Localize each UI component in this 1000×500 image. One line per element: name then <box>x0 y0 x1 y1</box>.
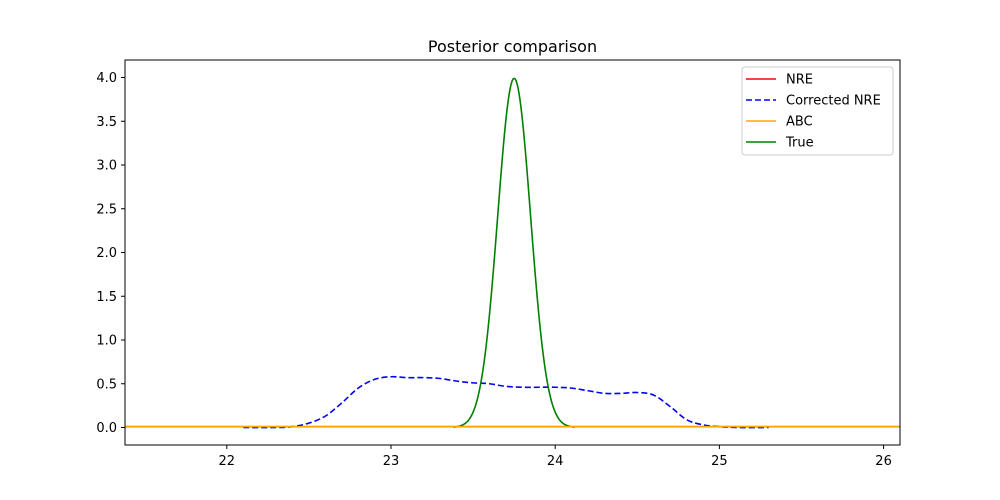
series-layer <box>125 77 900 429</box>
y-tick-label: 3.5 <box>96 115 117 130</box>
legend-box <box>741 66 894 156</box>
y-tick-label: 3.0 <box>96 159 117 174</box>
y-tick-label: 4.0 <box>96 71 117 86</box>
legend: NRE Corrected NRE ABC True <box>741 66 894 156</box>
x-tick-label: 25 <box>711 454 728 469</box>
legend-label: NRE <box>786 73 813 88</box>
y-axis: 0.0 0.5 1.0 1.5 2.0 2.5 3.0 3.5 4.0 <box>96 71 125 436</box>
x-tick-label: 26 <box>875 454 892 469</box>
chart-title: Posterior comparison <box>428 37 597 56</box>
x-tick-label: 23 <box>383 454 400 469</box>
legend-label: True <box>785 136 814 151</box>
y-tick-label: 1.0 <box>96 334 117 349</box>
x-tick-label: 24 <box>547 454 564 469</box>
y-tick-label: 2.0 <box>96 246 117 261</box>
x-axis: 22 23 24 25 26 <box>219 445 892 469</box>
y-tick-label: 1.5 <box>96 290 117 305</box>
x-tick-label: 22 <box>219 454 236 469</box>
y-tick-label: 2.5 <box>96 202 117 217</box>
series-line-corrected-nre <box>243 375 769 429</box>
y-tick-label: 0.5 <box>96 377 117 392</box>
series-line-true <box>453 77 575 428</box>
legend-label: ABC <box>786 115 813 130</box>
legend-label: Corrected NRE <box>786 94 881 109</box>
y-tick-label: 0.0 <box>96 421 117 436</box>
